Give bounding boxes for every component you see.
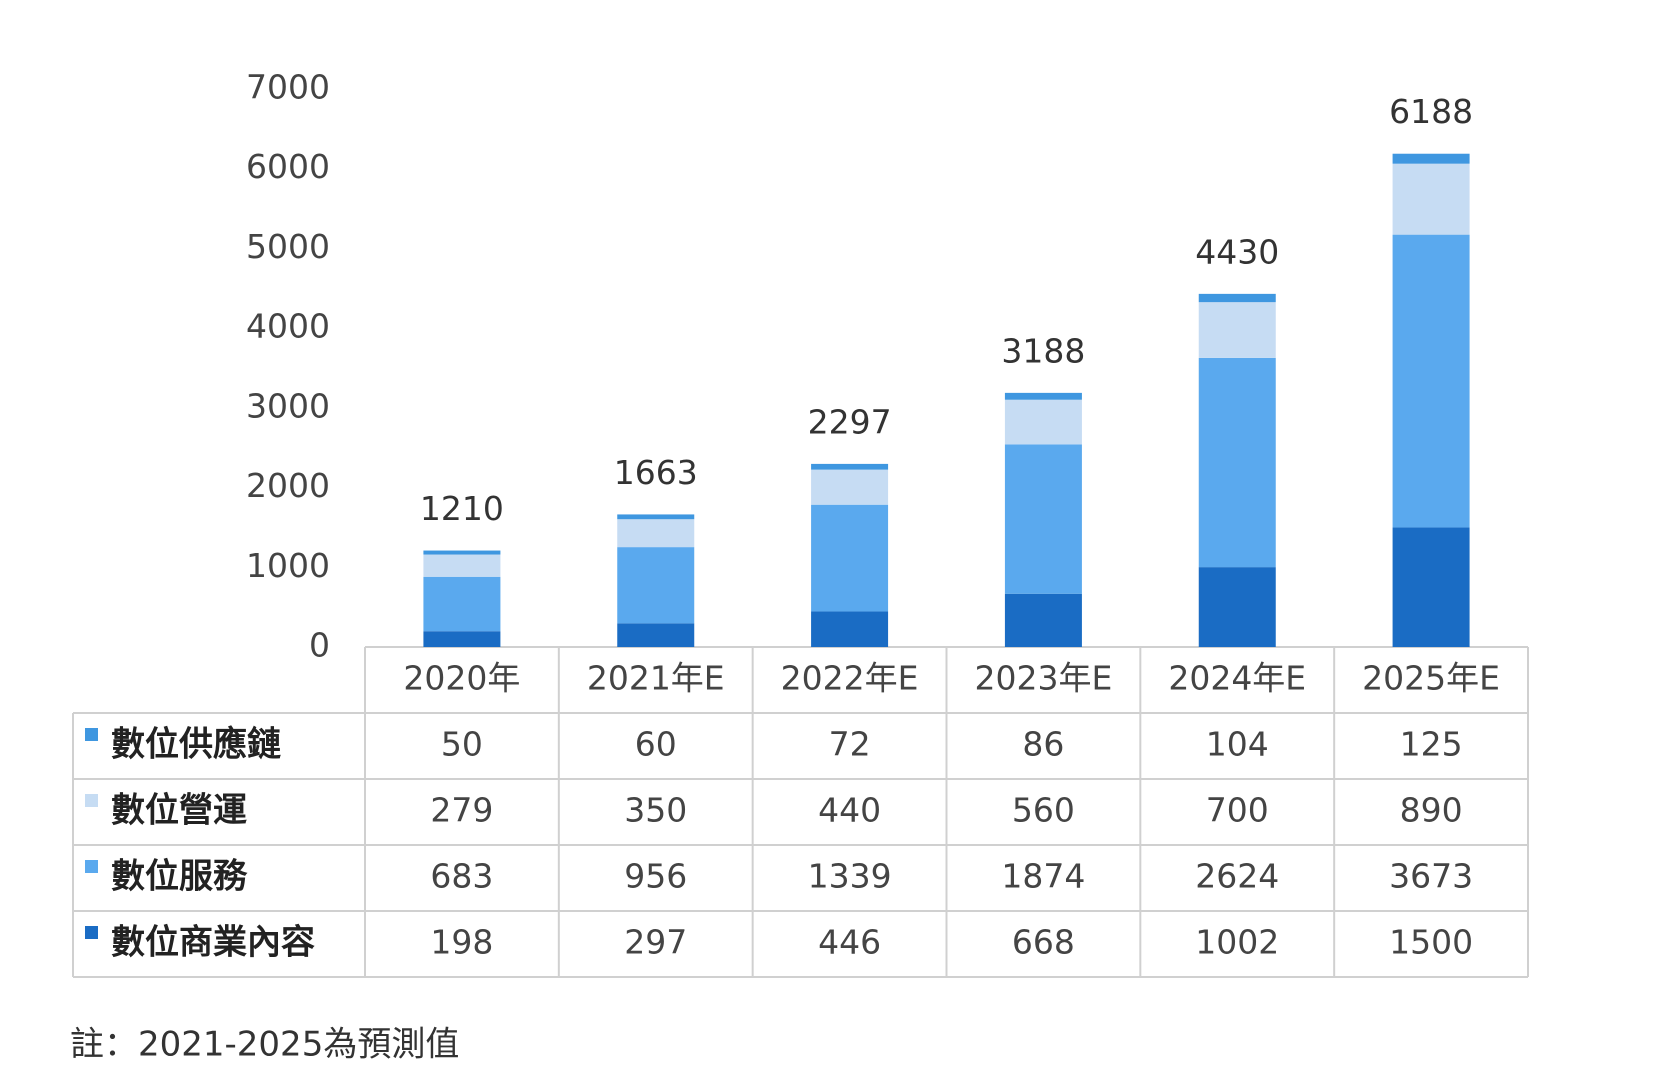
table-cell: 125: [1400, 725, 1463, 764]
table-cell: 198: [430, 923, 493, 962]
x-tick-label: 2022年E: [781, 659, 919, 698]
bar-segment: [423, 631, 501, 647]
y-tick-label: 5000: [246, 227, 330, 266]
x-tick-label: 2020年: [403, 659, 520, 698]
bar-segment: [1004, 593, 1082, 647]
table-cell: 956: [624, 857, 687, 896]
bar-segment: [423, 550, 501, 555]
table-cell: 890: [1400, 791, 1463, 830]
table-cell: 104: [1206, 725, 1269, 764]
bar-segment: [617, 547, 695, 624]
y-tick-label: 4000: [246, 307, 330, 346]
legend-label: 數位服務: [111, 857, 248, 897]
table-cell: 350: [624, 791, 687, 830]
bar-segment: [1392, 153, 1470, 164]
legend-label: 數位供應鏈: [111, 725, 281, 765]
x-tick-label: 2024年E: [1168, 659, 1306, 698]
table-cell: 86: [1022, 725, 1064, 764]
bar-segment: [617, 519, 695, 548]
table-cell: 279: [430, 791, 493, 830]
note: 註：2021-2025為預測值: [70, 1025, 459, 1065]
total-label: 4430: [1195, 232, 1279, 271]
bar-segment: [811, 463, 889, 470]
bar-segment: [617, 623, 695, 647]
y-tick-label: 7000: [246, 68, 330, 107]
y-tick-label: 3000: [246, 386, 330, 425]
table-cell: 1002: [1195, 923, 1279, 962]
table-cell: 1500: [1389, 923, 1473, 962]
table-cell: 72: [829, 725, 871, 764]
total-label: 1663: [614, 453, 698, 492]
y-tick-label: 1000: [246, 546, 330, 585]
total-label: 3188: [1001, 331, 1085, 370]
table-cell: 297: [624, 923, 687, 962]
x-tick-label: 2025年E: [1362, 659, 1500, 698]
legend-swatch: [85, 926, 98, 939]
table-cell: 683: [430, 857, 493, 896]
bar-segment: [423, 576, 501, 632]
bar-segment: [1004, 399, 1082, 445]
table-cell: 668: [1012, 923, 1075, 962]
legend-label: 數位營運: [111, 791, 247, 831]
legend-label: 數位商業內容: [111, 923, 315, 963]
bar-segment: [1004, 392, 1082, 400]
y-tick-label: 6000: [246, 147, 330, 186]
y-tick-label: 2000: [246, 466, 330, 505]
bar-segment: [811, 504, 889, 612]
total-label: 2297: [808, 402, 892, 441]
legend-swatch: [85, 728, 98, 741]
bar-segment: [617, 514, 695, 520]
total-label: 6188: [1389, 92, 1473, 131]
total-label: 1210: [420, 489, 504, 528]
legend-swatch: [85, 794, 98, 807]
x-tick-label: 2023年E: [974, 659, 1112, 698]
y-tick-label: 0: [309, 626, 330, 665]
bar-segment: [1198, 567, 1276, 647]
x-tick-label: 2021年E: [587, 659, 725, 698]
legend-swatch: [85, 860, 98, 873]
table-cell: 1339: [808, 857, 892, 896]
bar-segment: [811, 611, 889, 647]
bar-segment: [1392, 234, 1470, 528]
bar-segment: [1392, 527, 1470, 647]
bar-segment: [1392, 163, 1470, 235]
bar-segment: [423, 554, 501, 577]
table-cell: 60: [635, 725, 677, 764]
table-cell: 446: [818, 923, 881, 962]
bar-segment: [811, 469, 889, 505]
bar-segment: [1198, 357, 1276, 568]
table-cell: 560: [1012, 791, 1075, 830]
table-cell: 50: [441, 725, 483, 764]
bar-segment: [1004, 444, 1082, 594]
table-cell: 1874: [1001, 857, 1085, 896]
table-cell: 2624: [1195, 857, 1279, 896]
table-cell: 3673: [1389, 857, 1473, 896]
table-cell: 440: [818, 791, 881, 830]
bar-segment: [1198, 302, 1276, 358]
table-cell: 700: [1206, 791, 1269, 830]
bar-segment: [1198, 293, 1276, 303]
